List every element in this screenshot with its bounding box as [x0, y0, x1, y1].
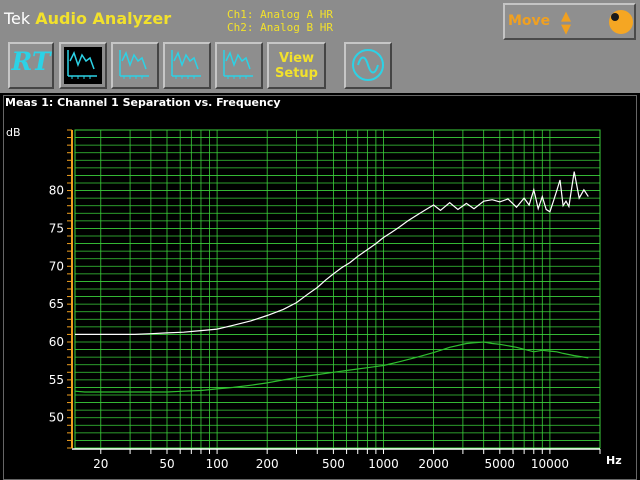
y-tick-label: 70: [49, 259, 64, 273]
channel-2-label: Ch2: Analog B HR: [227, 21, 333, 34]
x-axis-label: Hz: [606, 454, 622, 467]
x-tick-label: 10000: [531, 457, 569, 471]
channel-info: Ch1: Analog A HR Ch2: Analog B HR: [227, 8, 333, 34]
x-tick-label: 50: [159, 457, 174, 471]
generator-button[interactable]: [344, 42, 392, 89]
measurement-4-button[interactable]: [215, 42, 263, 89]
measurement-2-button[interactable]: [111, 42, 159, 89]
move-control[interactable]: Move ▲ ▼: [503, 3, 636, 40]
measurement-3-button[interactable]: [163, 42, 211, 89]
x-tick-label: 2000: [418, 457, 449, 471]
y-tick-label: 75: [49, 221, 64, 235]
plot-frame: [3, 95, 637, 480]
chart-title: Meas 1: Channel 1 Separation vs. Frequen…: [5, 96, 281, 109]
up-down-arrows-icon: ▲ ▼: [561, 9, 571, 37]
view-setup-button[interactable]: View Setup: [267, 42, 326, 89]
plot-area-border: [74, 129, 601, 449]
knob-icon[interactable]: [609, 10, 633, 34]
series-line-2: [74, 341, 589, 393]
rt-icon: RT: [11, 47, 51, 76]
x-tick-label: 500: [322, 457, 345, 471]
y-tick-label: 50: [49, 411, 64, 425]
x-tick-label: 200: [256, 457, 279, 471]
brand-name: Tek: [4, 9, 31, 28]
graph-icon: [223, 50, 253, 79]
view-setup-label: View Setup: [275, 51, 318, 81]
app-title: Audio Analyzer: [35, 9, 172, 28]
measurement-1-button[interactable]: [59, 42, 107, 89]
move-label: Move: [508, 13, 551, 29]
y-axis-label: dB: [6, 126, 21, 139]
series-line-1: [75, 171, 589, 335]
graph-icon: [119, 50, 149, 79]
y-tick-label: 55: [49, 373, 64, 387]
graph-icon: [171, 50, 201, 79]
y-tick-label: 80: [49, 184, 64, 198]
rt-button[interactable]: RT: [8, 42, 54, 89]
graph-icon: [67, 50, 97, 79]
x-tick-label: 100: [206, 457, 229, 471]
channel-1-label: Ch1: Analog A HR: [227, 8, 333, 21]
header-bar: Tek Audio Analyzer Ch1: Analog A HR Ch2:…: [0, 0, 640, 93]
y-tick-label: 60: [49, 335, 64, 349]
app-brand: Tek Audio Analyzer: [4, 9, 171, 28]
x-tick-label: 20: [93, 457, 108, 471]
sine-wave-icon: [352, 49, 384, 81]
x-tick-label: 5000: [485, 457, 516, 471]
y-tick-label: 65: [49, 297, 64, 311]
x-tick-label: 1000: [368, 457, 399, 471]
